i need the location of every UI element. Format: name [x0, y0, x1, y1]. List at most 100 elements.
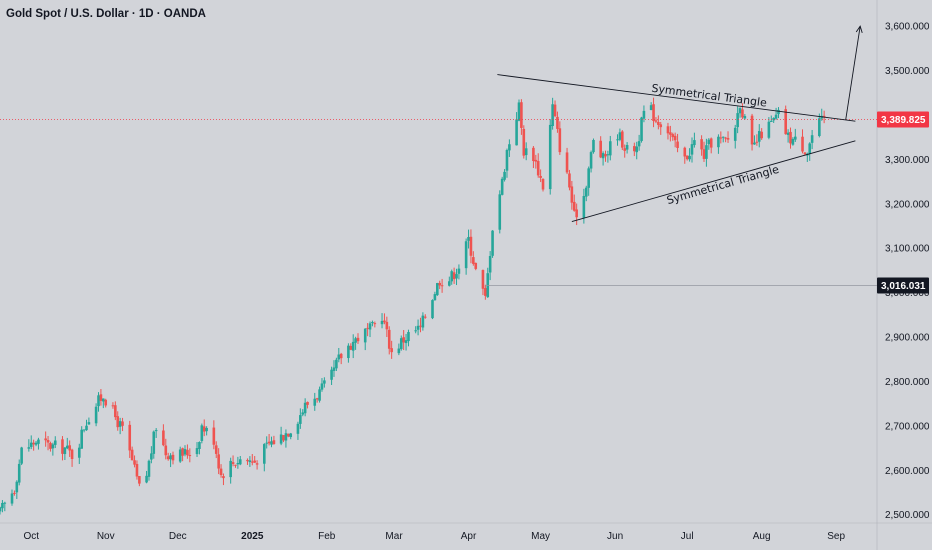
candle-body: [270, 441, 273, 445]
candle-body: [491, 230, 494, 256]
candle-body: [37, 439, 40, 444]
candle-body: [736, 113, 739, 128]
candle-body: [265, 442, 269, 444]
candle-body: [724, 137, 727, 139]
candle-body: [616, 139, 619, 141]
candle-body: [423, 316, 427, 318]
candle-body: [464, 241, 468, 269]
candle-body: [755, 141, 759, 143]
candle-body: [508, 144, 511, 151]
candle-body: [51, 444, 55, 449]
candle-body: [186, 449, 189, 456]
candle-body: [637, 141, 641, 147]
candle-body: [791, 138, 795, 145]
time-tick-label: May: [531, 531, 550, 542]
candle-body: [135, 464, 139, 477]
candle-body: [556, 116, 559, 129]
candle-body: [154, 430, 158, 432]
candle-body: [80, 429, 83, 449]
candle-body: [570, 186, 574, 203]
candle-body: [63, 447, 67, 455]
candle-body: [733, 127, 737, 141]
candle-body: [522, 128, 526, 156]
candle-body: [750, 115, 754, 145]
candle-body: [599, 140, 602, 158]
candle-body: [284, 433, 288, 441]
candle-body: [229, 460, 232, 478]
price-tick-label: 3,100.000: [885, 244, 930, 255]
candle-body: [188, 455, 192, 457]
candle-body: [68, 445, 71, 451]
candle-body: [520, 102, 523, 128]
price-tick-label: 2,800.000: [885, 377, 930, 388]
candle-body: [640, 117, 643, 141]
candle-body: [539, 175, 542, 178]
candle-body: [337, 354, 341, 360]
price-tick-label: 2,700.000: [885, 421, 930, 432]
candle-body: [452, 272, 456, 280]
candle-body: [250, 461, 254, 463]
candle-body: [457, 268, 461, 274]
candle-body: [541, 178, 545, 190]
time-tick-label: 2025: [241, 531, 264, 542]
time-axis[interactable]: Oct Nov Dec 2025 Feb Mar Apr May Jun Jul Aug Sep: [23, 531, 845, 542]
candle-body: [94, 406, 98, 424]
chart-title: Gold Spot / U.S. Dollar · 1D · OANDA: [6, 8, 206, 20]
candle-body: [17, 463, 21, 483]
candle-body: [390, 348, 393, 353]
candle-body: [253, 460, 256, 463]
candle-body: [371, 321, 374, 323]
candle-body: [3, 502, 7, 504]
candle-body: [82, 429, 86, 431]
candle-body: [248, 460, 252, 463]
candle-body: [214, 445, 218, 454]
candles-layer: [0, 97, 826, 515]
candle-body: [517, 102, 521, 121]
candle-body: [128, 424, 132, 451]
candle-body: [416, 325, 420, 330]
candle-body: [572, 201, 576, 211]
candle-body: [707, 139, 711, 145]
candle-body: [419, 325, 422, 327]
level-price-label: 3,016.031: [881, 281, 926, 292]
candle-body: [315, 398, 319, 400]
time-tick-label: Aug: [753, 531, 771, 542]
candle-body: [205, 427, 208, 432]
candle-body: [202, 426, 206, 432]
candle-body: [515, 119, 518, 146]
candle-body: [575, 209, 578, 218]
candle-body: [532, 147, 535, 162]
candle-body: [44, 438, 47, 441]
price-tick-label: 3,500.000: [885, 66, 930, 77]
candle-body: [438, 282, 442, 286]
candle-body: [433, 294, 437, 301]
candle-body: [102, 398, 105, 402]
triangle-label-upper: Symmetrical Triangle: [651, 82, 768, 110]
candle-body: [145, 475, 148, 483]
candle-body: [601, 153, 605, 159]
candle-body: [380, 320, 384, 325]
price-axis[interactable]: 2,500.000 2,600.000 2,700.000 2,800.000 2,90…: [877, 22, 930, 521]
candle-body: [719, 137, 723, 139]
candle-body: [87, 422, 91, 425]
time-tick-label: Apr: [461, 531, 477, 542]
candle-body: [318, 389, 321, 401]
candle-body: [683, 147, 687, 157]
candle-body: [760, 131, 763, 139]
drawings-layer[interactable]: Symmetrical Triangle Symmetrical Triangle: [0, 25, 877, 286]
candle-body: [85, 425, 88, 431]
time-tick-label: Mar: [385, 531, 403, 542]
candle-body: [621, 131, 624, 148]
candle-body: [440, 285, 444, 287]
candle-body: [152, 431, 156, 454]
candle-body: [29, 442, 33, 447]
candle-body: [397, 348, 401, 354]
time-tick-label: Oct: [23, 531, 39, 542]
level-price-tag: [877, 277, 929, 294]
candle-body: [351, 341, 355, 351]
candle-body: [272, 440, 276, 445]
candle-body: [13, 492, 16, 494]
candle-body: [414, 330, 417, 332]
